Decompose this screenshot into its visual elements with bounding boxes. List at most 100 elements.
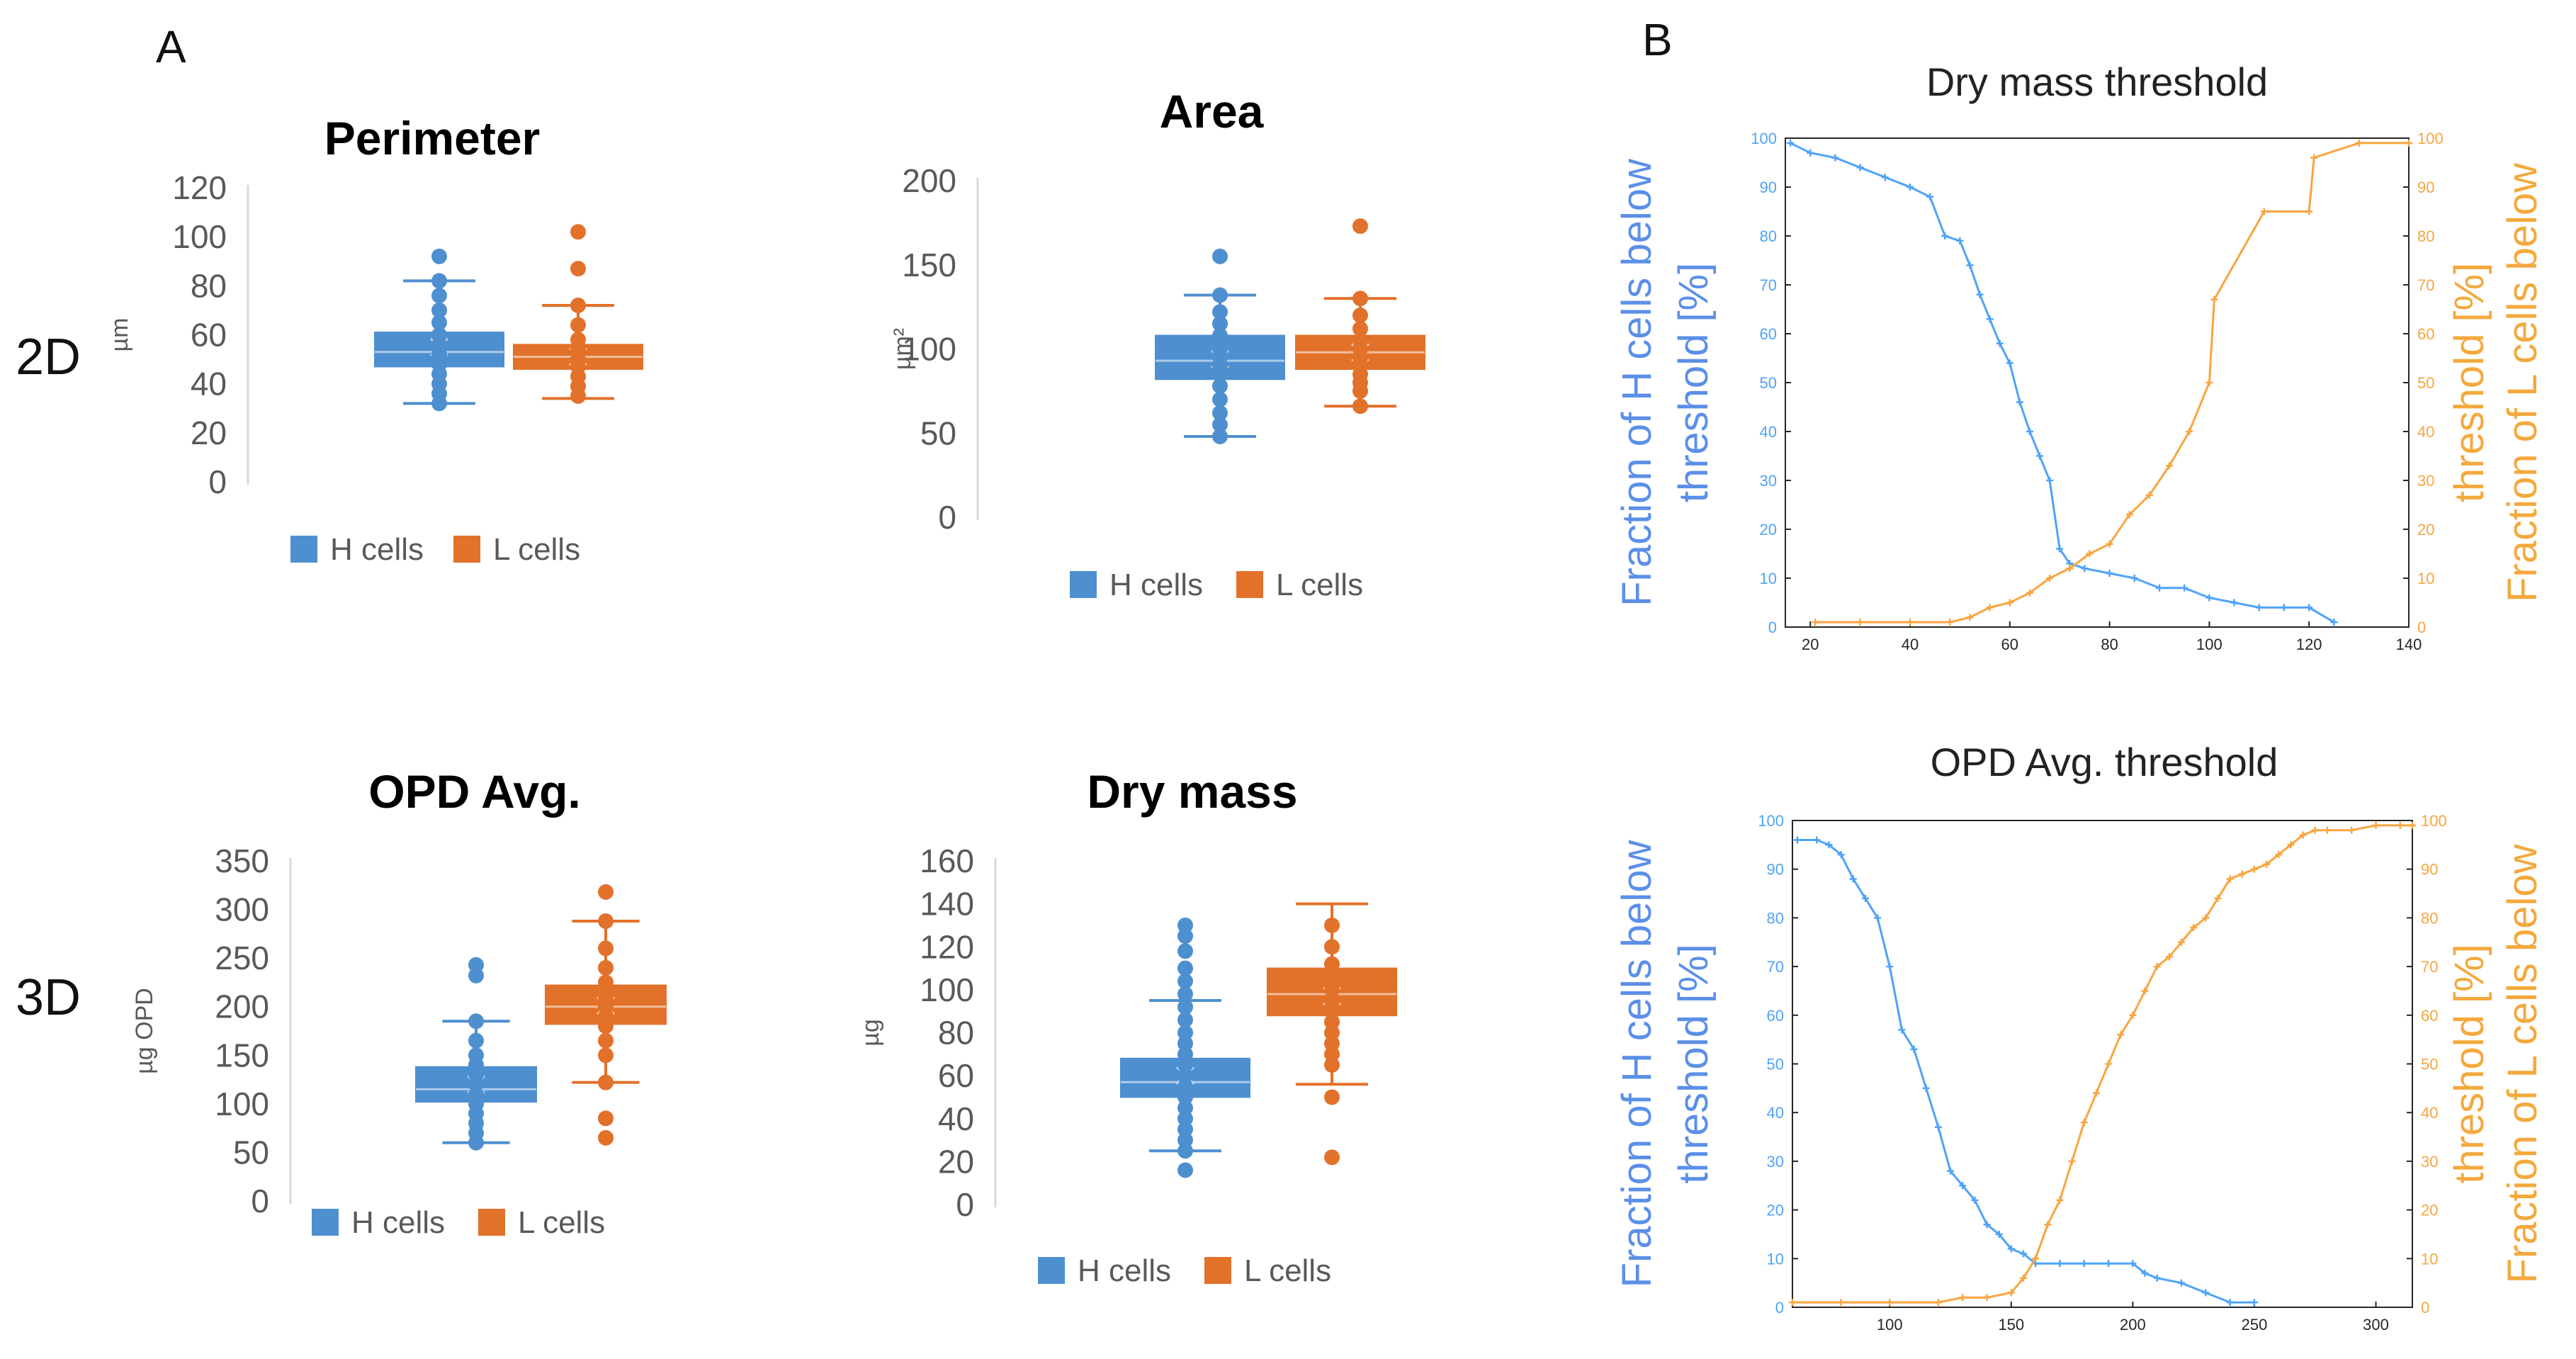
series-marker: [2205, 379, 2213, 386]
y-tick-label-right: 70: [2417, 276, 2434, 294]
y-tick-label: 40: [938, 1100, 974, 1137]
y-tick-label: 0: [956, 1186, 974, 1223]
legend-label: H cells: [351, 1205, 445, 1240]
series-marker: [1807, 149, 1814, 157]
data-point: [1177, 928, 1193, 944]
y-tick-label-left: 60: [1767, 1007, 1784, 1025]
series-marker: [2056, 1260, 2064, 1268]
series-marker: [1910, 1045, 1918, 1053]
y-tick-label-right: 30: [2417, 472, 2434, 490]
data-point: [1324, 939, 1340, 955]
data-point: [598, 1129, 614, 1146]
series-marker: [2086, 550, 2094, 558]
panel-label-b: B: [1642, 14, 1673, 65]
series-marker: [2081, 565, 2089, 573]
series-marker: [2166, 462, 2174, 470]
y-tick-label-left: 70: [1760, 276, 1777, 294]
series-marker: [2178, 1279, 2186, 1287]
series-marker: [2238, 870, 2246, 878]
row-label-3d: 3D: [16, 969, 81, 1026]
series-marker: [2190, 924, 2198, 932]
data-point: [1177, 960, 1193, 976]
box-series-l-cells: [545, 884, 667, 1146]
data-point: [468, 1013, 484, 1030]
series-marker: [2202, 1289, 2210, 1297]
series-marker: [1813, 836, 1821, 844]
data-point: [1177, 1100, 1193, 1116]
legend-label: L cells: [1244, 1253, 1331, 1288]
data-point: [431, 302, 447, 318]
y-tick-label-right: 100: [2421, 812, 2447, 830]
y-tick-label-left: 50: [1760, 374, 1777, 392]
y-tick-label-left: 20: [1760, 521, 1777, 538]
series-marker: [2226, 875, 2234, 883]
legend-swatch: [290, 536, 317, 563]
data-point: [1324, 993, 1340, 1009]
chart-title: Area: [1160, 85, 1265, 137]
y-tick-label-left: 10: [1760, 570, 1777, 587]
y-tick-label-right: 50: [2421, 1056, 2438, 1073]
data-point: [1177, 1078, 1193, 1095]
data-point: [1177, 1056, 1193, 1073]
series-marker: [1934, 1123, 1942, 1131]
y-tick-label: 80: [938, 1015, 974, 1051]
data-point: [598, 884, 614, 900]
legend-label: H cells: [1078, 1253, 1171, 1288]
legend-label: H cells: [330, 532, 424, 567]
series-marker: [1959, 1182, 1967, 1190]
y-tick-label-left: 80: [1767, 909, 1784, 927]
series-marker: [1837, 1299, 1845, 1307]
y-tick-label: 60: [938, 1057, 974, 1094]
y-tick-label-left: 70: [1767, 958, 1784, 976]
y-tick-label-right: 30: [2421, 1153, 2438, 1171]
data-point: [1177, 1132, 1193, 1149]
y-tick-label-left: 100: [1758, 812, 1784, 830]
boxplot-dry-mass: Dry mass 0 20 40 60 80 100 120 140 160 µg H cells L …: [857, 765, 1397, 1288]
y-tick-label: 100: [215, 1085, 269, 1122]
y-tick-label-right: 10: [2421, 1250, 2438, 1268]
y-tick-label-right: 80: [2421, 909, 2438, 927]
data-point: [1324, 1089, 1340, 1105]
y-tick-label-left: 0: [1775, 1299, 1784, 1316]
legend-swatch: [1038, 1257, 1065, 1284]
data-point: [598, 959, 614, 976]
data-point: [1177, 917, 1193, 933]
series-marker: [1789, 1299, 1796, 1307]
legend-swatch: [453, 536, 480, 563]
series-marker: [2056, 1196, 2064, 1204]
data-point: [598, 1110, 614, 1127]
series-marker: [2007, 1245, 2015, 1253]
series-marker: [2348, 826, 2356, 834]
series-marker: [2287, 841, 2295, 849]
series-marker: [1825, 841, 1833, 849]
data-point: [1352, 308, 1368, 323]
y-tick-label-right: 90: [2421, 861, 2438, 879]
y-axis-label-left: threshold [%]: [1671, 944, 1717, 1184]
series-marker: [2260, 208, 2268, 215]
y-tick-label-right: 60: [2421, 1007, 2438, 1025]
series-marker: [1946, 619, 1954, 626]
series-marker: [2305, 604, 2313, 611]
data-point: [570, 298, 586, 313]
data-point: [1177, 1035, 1193, 1051]
series-marker: [1983, 1294, 1991, 1302]
series-marker: [2006, 599, 2013, 607]
series-line: [1815, 142, 2409, 624]
series-marker: [2016, 398, 2023, 406]
series-marker: [1995, 1230, 2003, 1238]
y-tick-label-left: 30: [1767, 1153, 1784, 1171]
y-tick-label-right: 40: [2417, 423, 2434, 441]
series-marker: [1906, 184, 1914, 191]
series-marker: [2141, 987, 2149, 995]
data-point: [1324, 1056, 1340, 1073]
chart-title: Dry mass: [1087, 765, 1297, 818]
y-tick-label: 350: [215, 842, 269, 879]
y-tick-label: 0: [251, 1183, 269, 1219]
series-marker: [2305, 208, 2313, 215]
series-marker: [1886, 963, 1894, 971]
series-marker: [2153, 1274, 2161, 1282]
data-point: [598, 940, 614, 957]
series-marker: [2405, 139, 2412, 147]
y-axis-label-left: Fraction of H cells below: [1614, 158, 1660, 607]
y-axis-unit: µm²: [889, 328, 916, 370]
